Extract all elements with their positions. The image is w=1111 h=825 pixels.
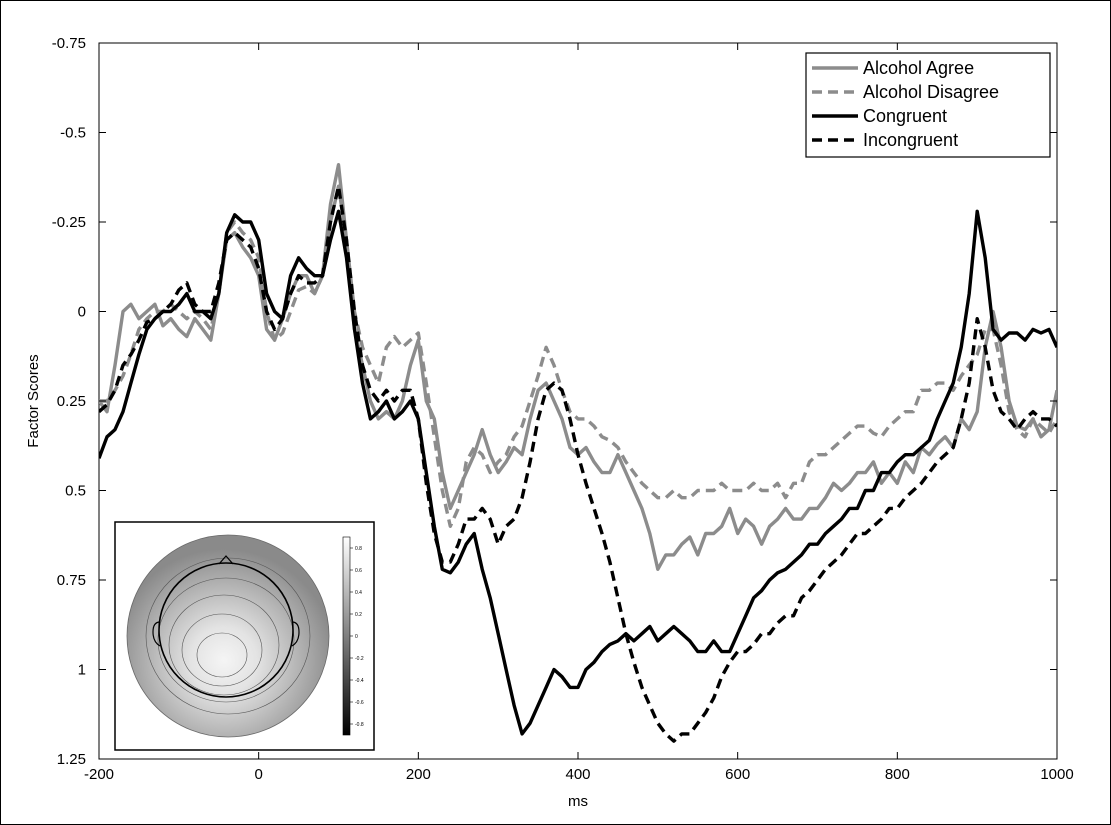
colorbar-tick-label: -0.8 (355, 722, 364, 728)
y-tick-label: 1 (78, 662, 86, 679)
legend-box (805, 52, 1051, 158)
colorbar-tick-label: -0.2 (355, 656, 364, 662)
y-axis: -0.75 -0.5 -0.25 0 0.25 0.5 0.75 1 1.25 (52, 35, 1057, 768)
y-tick-label: 0.75 (57, 572, 86, 589)
left-ear-outline (152, 621, 161, 647)
scalp-topography-inset: 0.8 0.6 0.4 0.2 0 -0.2 -0.4 -0.6 -0.8 (114, 521, 375, 751)
y-tick-label: 0.5 (65, 483, 86, 500)
legend: Alcohol Agree Alcohol Disagree Congruent In… (805, 52, 1051, 158)
series-line-incongruent (99, 184, 1057, 743)
y-tick-label: 0 (78, 304, 86, 321)
x-axis: -200 0 200 400 600 800 1000 (84, 43, 1074, 783)
colorbar-tick-label: -0.6 (355, 700, 364, 706)
x-tick-label: -200 (84, 766, 114, 783)
colorbar-tick-label: 0.2 (355, 612, 362, 618)
legend-label: Incongruent (863, 130, 958, 150)
right-ear-outline (291, 621, 300, 647)
head-outline (158, 562, 294, 698)
colorbar-tick-label: 0.6 (355, 568, 362, 574)
x-tick-label: 600 (725, 766, 750, 783)
y-axis-label: Factor Scores (25, 354, 42, 447)
x-tick-label: 1000 (1040, 766, 1073, 783)
scalp-map (126, 534, 330, 738)
y-tick-label: -0.25 (52, 214, 86, 231)
x-tick-label: 800 (885, 766, 910, 783)
colorbar (342, 536, 351, 736)
x-tick-label: 0 (254, 766, 262, 783)
y-tick-label: 0.25 (57, 393, 86, 410)
series-layer (99, 162, 1057, 743)
series-line-alcohol-disagree (99, 184, 1057, 528)
legend-label: Alcohol Disagree (863, 82, 999, 102)
colorbar-ticks: 0.8 0.6 0.4 0.2 0 -0.2 -0.4 -0.6 -0.8 (350, 546, 364, 728)
nose-outline (218, 555, 234, 565)
legend-label: Congruent (863, 106, 947, 126)
y-tick-label: 1.25 (57, 751, 86, 768)
colorbar-tick-label: 0 (355, 634, 358, 640)
series-line-congruent (99, 209, 1057, 736)
y-tick-label: -0.75 (52, 35, 86, 52)
colorbar-tick-label: -0.4 (355, 678, 364, 684)
colorbar-tick-label: 0.4 (355, 590, 362, 596)
y-tick-label: -0.5 (60, 125, 86, 142)
x-tick-label: 200 (406, 766, 431, 783)
scalp-contours (145, 557, 311, 715)
legend-label: Alcohol Agree (863, 58, 974, 78)
x-tick-label: 400 (565, 766, 590, 783)
x-axis-label: ms (568, 793, 588, 810)
colorbar-tick-label: 0.8 (355, 546, 362, 552)
